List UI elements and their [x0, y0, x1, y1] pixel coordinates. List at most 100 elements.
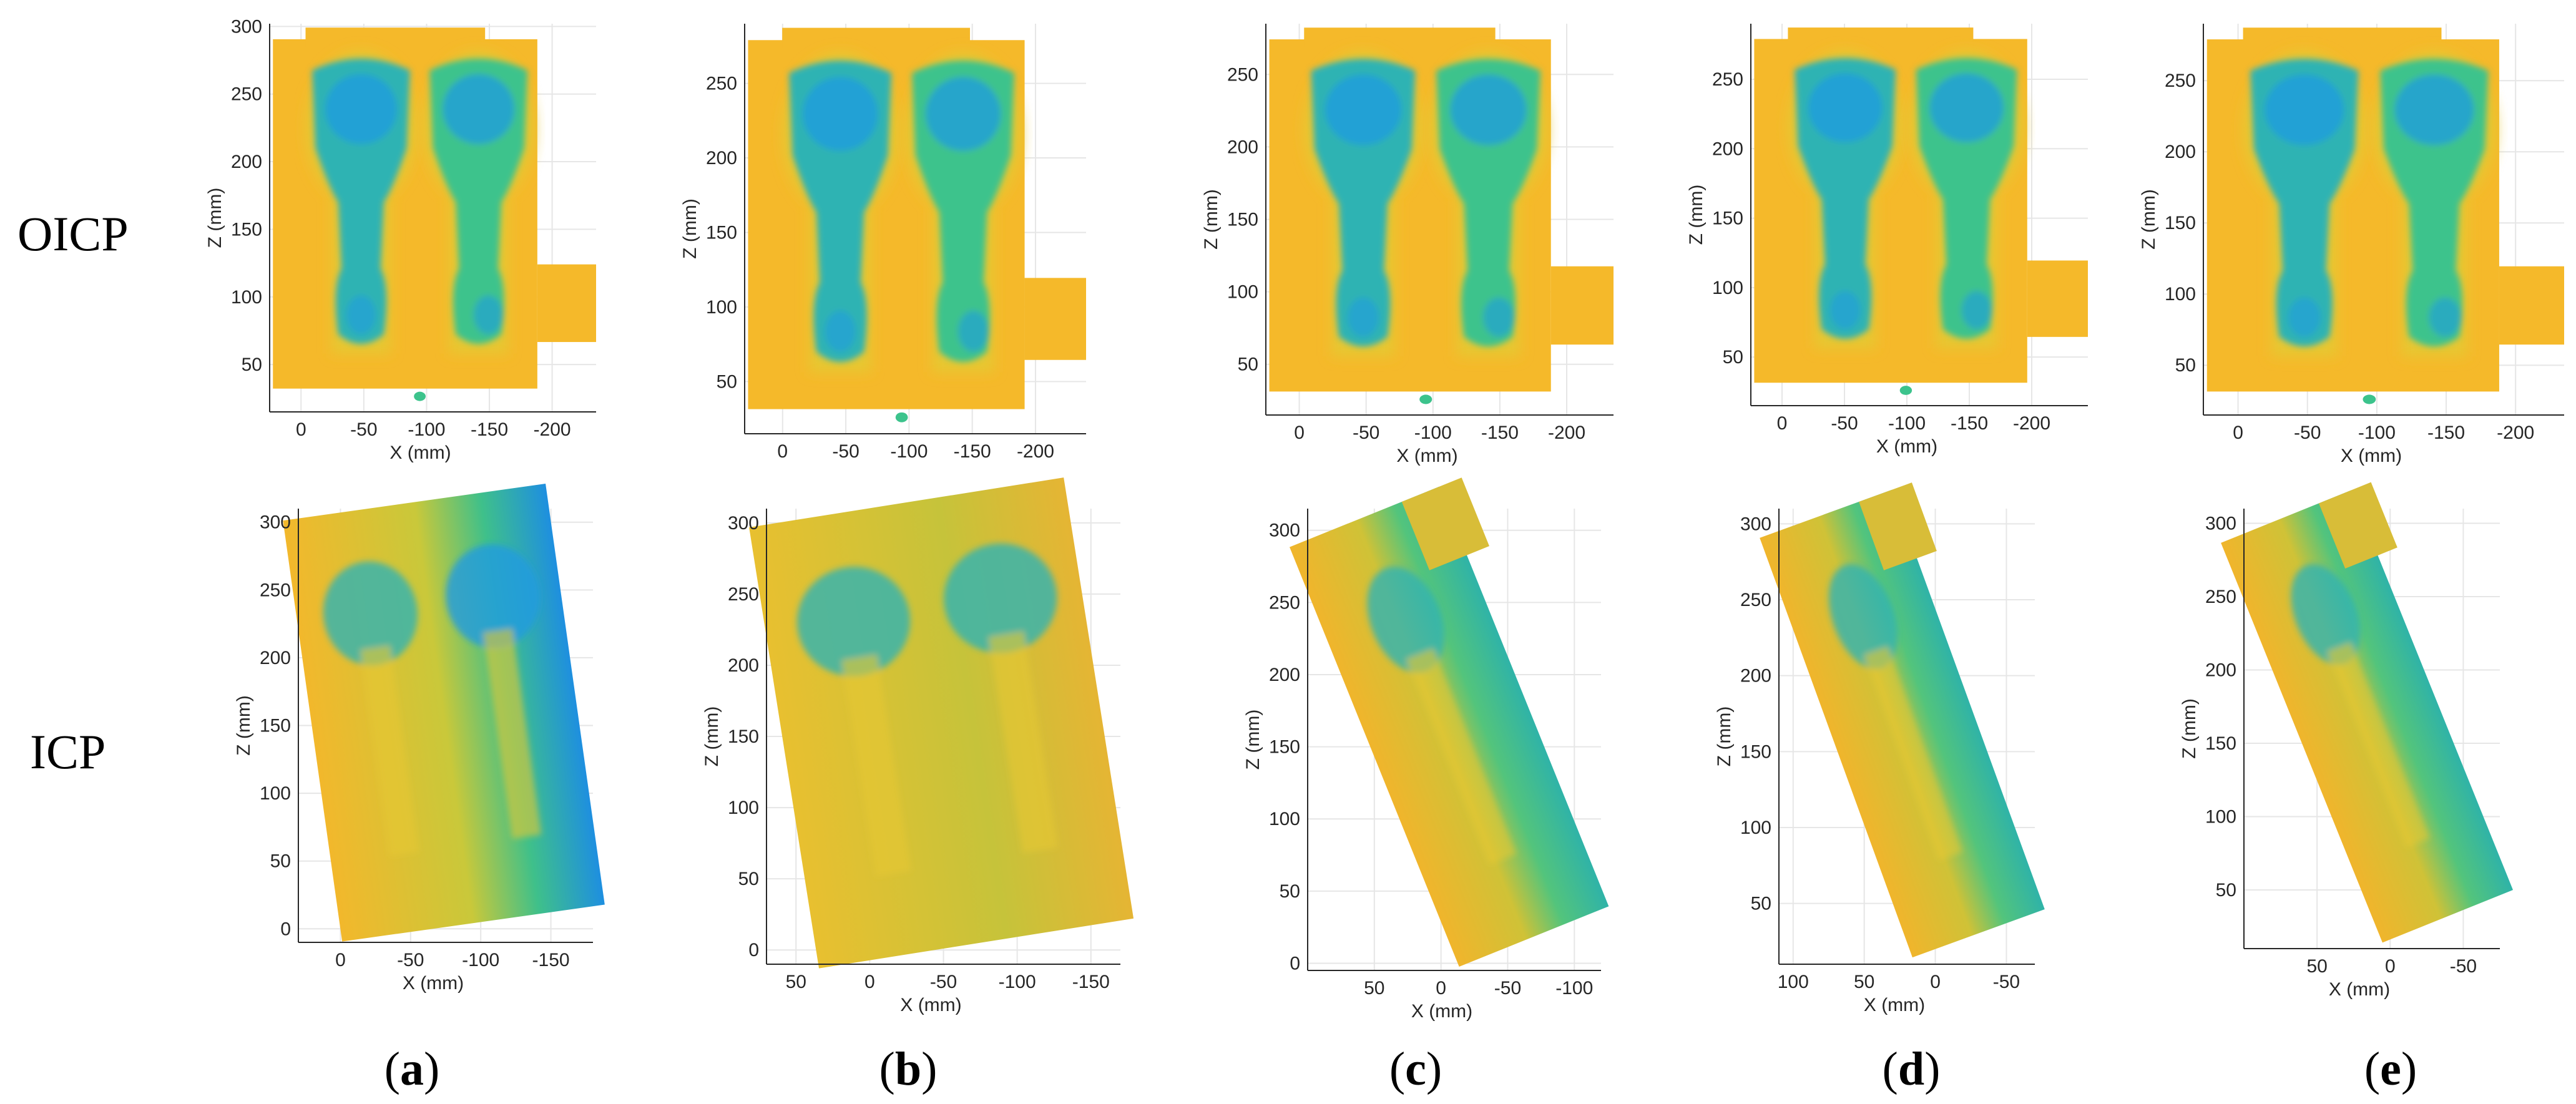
y-tick-label: 200: [728, 655, 759, 676]
ghost-neck: [1863, 646, 1963, 861]
x-tick-label: -100: [1414, 423, 1452, 443]
y-tick-label: 200: [1712, 139, 1743, 159]
ghost-mold: [1367, 566, 1517, 865]
scan-slab-top: [1304, 27, 1496, 47]
x-tick-label: -50: [2294, 423, 2321, 443]
y-tick-label: 200: [1269, 665, 1300, 685]
mold-core: [1311, 59, 1416, 347]
x-tick-label: -150: [532, 950, 570, 970]
y-tick-label: 150: [706, 222, 737, 243]
mold-base-deep: [1829, 291, 1861, 330]
skewed-cap: [1859, 482, 1937, 570]
surface-scan: [1760, 482, 2045, 958]
x-tick-label: 0: [335, 950, 346, 970]
y-tick-label: 50: [1238, 354, 1258, 375]
surface-scan: [2221, 482, 2514, 943]
mold-bulb-deep: [2394, 74, 2474, 145]
ghost-mold: [2291, 564, 2430, 848]
x-tick-label: 0: [2233, 423, 2243, 443]
panel-c-bottom: 50 0 -50 -100 0 50 100 150 200 250 300 X (mm) Z (mm): [1243, 477, 1609, 1022]
ghost-bulb: [446, 544, 541, 648]
marker-dot: [895, 412, 908, 423]
y-tick-label: 300: [1269, 520, 1300, 541]
y-tick-label: 150: [1227, 210, 1258, 230]
x-axis-label: X (mm): [1411, 1001, 1472, 1022]
y-tick-label: 150: [1740, 741, 1771, 762]
x-axis-label: X (mm): [900, 995, 961, 1015]
panel-b-top: 0 -50 -100 -150 -200 50 100 150 200 250 Z (mm): [680, 24, 1086, 462]
y-tick-label: 100: [2205, 807, 2236, 828]
ghost-bulb: [323, 561, 418, 666]
y-tick-label: 200: [2165, 142, 2196, 162]
panel-e-top: 0 -50 -100 -150 -200 50 100 150 200 250 X (mm) Z (m…: [2138, 24, 2564, 466]
ghost-neck: [2327, 642, 2430, 848]
y-tick-label: 250: [231, 84, 262, 105]
caption-b: (b): [879, 1043, 938, 1095]
marker-dot: [1419, 394, 1432, 404]
y-tick-label: 150: [2205, 733, 2236, 754]
surface-scan: [1290, 477, 1609, 967]
x-tick-label: -100: [462, 950, 499, 970]
y-axis-label: Z (mm): [205, 188, 225, 248]
y-tick-label: 150: [728, 726, 759, 747]
x-tick-label: -50: [2450, 956, 2477, 977]
y-tick-label: 100: [2165, 284, 2196, 305]
mold-bulb-deep: [925, 77, 1001, 151]
mold-core: [789, 61, 892, 363]
y-axis-label: Z (mm): [1714, 706, 1735, 767]
y-tick-label: 250: [1712, 69, 1743, 90]
x-tick-label: -150: [1072, 972, 1110, 992]
y-tick-label: 50: [270, 851, 291, 872]
skewed-scan: [1290, 477, 1609, 967]
x-tick-label: 0: [864, 972, 875, 992]
y-tick-label: 200: [1227, 137, 1258, 157]
mold-core: [2380, 59, 2489, 347]
x-tick-label: -100: [1555, 978, 1593, 999]
ghost-bulb: [796, 567, 911, 677]
ghost-neck: [1406, 648, 1517, 865]
panel-b-bottom: 50 0 -50 -100 -150 0 50 100 150 200 250 300 X (mm) Z …: [702, 477, 1134, 1015]
x-tick-label: 50: [786, 972, 806, 992]
caption-a: (a): [384, 1043, 440, 1095]
surface-scan: [1269, 27, 1614, 404]
surface-scan: [749, 477, 1134, 969]
panel-d-bottom: 100 50 0 -50 50 100 150 200 250 300 X (mm) Z (mm): [1714, 482, 2045, 1015]
scan-slab-tab: [537, 264, 596, 343]
ghost-neck: [360, 645, 419, 856]
x-tick-label: 0: [1436, 978, 1446, 999]
y-tick-label: 250: [1740, 590, 1771, 610]
y-axis-label: Z (mm): [1686, 185, 1707, 245]
y-tick-label: 150: [2165, 213, 2196, 233]
caption-d: (d): [1882, 1043, 1941, 1095]
y-tick-label: 250: [1227, 64, 1258, 85]
y-tick-label: 250: [260, 580, 291, 600]
y-tick-label: 200: [231, 152, 262, 172]
x-tick-label: -150: [1481, 423, 1519, 443]
y-tick-label: 100: [706, 297, 737, 318]
x-tick-label: 0: [777, 441, 788, 462]
mold-bulb-deep: [1929, 73, 2004, 142]
x-tick-label: -200: [1017, 441, 1054, 462]
x-tick-label: -50: [930, 972, 957, 992]
mold-base-deep: [825, 310, 856, 352]
x-tick-label: -150: [471, 419, 508, 440]
skewed-scan: [1760, 482, 2045, 958]
x-tick-label: 50: [2306, 956, 2327, 977]
y-tick-label: 250: [2165, 71, 2196, 91]
x-tick-label: -200: [2497, 423, 2534, 443]
x-axis-label: X (mm): [1876, 436, 1937, 457]
surface-scan: [2206, 27, 2564, 404]
panel-a-top: 0 -50 -100 -150 -200 50 100 150 200 250 300 X (mm) Z…: [205, 16, 596, 463]
surface-scan: [1754, 27, 2088, 395]
mold-base-deep: [473, 295, 503, 335]
panel-a-bottom: 0 -50 -100 -150 0 50 100 150 200 250 300 X (mm) Z (m…: [233, 484, 605, 994]
x-tick-label: -200: [1548, 423, 1585, 443]
scan-slab-tab: [2499, 266, 2564, 345]
ghost-mold: [446, 544, 542, 839]
x-tick-label: 0: [1930, 972, 1941, 992]
y-tick-label: 50: [2216, 880, 2236, 901]
surface-scan: [273, 27, 596, 401]
ghost-neck: [841, 655, 911, 877]
scan-slab-top: [305, 27, 486, 47]
y-tick-label: 300: [2205, 514, 2236, 534]
